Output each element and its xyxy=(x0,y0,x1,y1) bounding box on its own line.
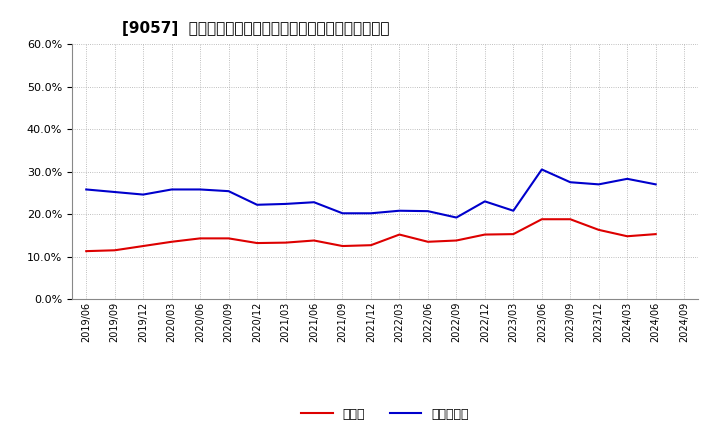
有利子負債 xyxy=(196,187,204,192)
有利子負債 xyxy=(167,187,176,192)
現須金 xyxy=(480,232,489,237)
現須金 xyxy=(452,238,461,243)
有利子負債 xyxy=(423,209,432,214)
現須金 xyxy=(310,238,318,243)
現須金 xyxy=(196,236,204,241)
現須金 xyxy=(82,249,91,254)
有利子負債 xyxy=(452,215,461,220)
有利子負債 xyxy=(509,208,518,213)
現須金 xyxy=(395,232,404,237)
現須金 xyxy=(566,216,575,222)
有利子負債 xyxy=(395,208,404,213)
有利子負債 xyxy=(82,187,91,192)
現須金 xyxy=(282,240,290,245)
有利子負債 xyxy=(595,182,603,187)
有利子負債 xyxy=(652,182,660,187)
Line: 有利子負債: 有利子負債 xyxy=(86,169,656,217)
有利子負債 xyxy=(225,188,233,194)
有利子負債 xyxy=(623,176,631,181)
現須金 xyxy=(652,231,660,237)
有利子負債 xyxy=(480,199,489,204)
現須金 xyxy=(537,216,546,222)
現須金 xyxy=(110,248,119,253)
Legend: 現須金, 有利子負債: 現須金, 有利子負債 xyxy=(297,403,474,425)
現須金 xyxy=(139,243,148,249)
現須金 xyxy=(167,239,176,245)
現須金 xyxy=(595,227,603,232)
有利子負債 xyxy=(253,202,261,207)
Line: 現須金: 現須金 xyxy=(86,219,656,251)
有利子負債 xyxy=(110,189,119,194)
現須金 xyxy=(366,242,375,248)
現須金 xyxy=(423,239,432,245)
有利子負債 xyxy=(139,192,148,197)
有利子負債 xyxy=(566,180,575,185)
有利子負債 xyxy=(310,200,318,205)
現須金 xyxy=(338,243,347,249)
有利子負債 xyxy=(537,167,546,172)
現須金 xyxy=(623,234,631,239)
有利子負債 xyxy=(338,211,347,216)
現須金 xyxy=(509,231,518,237)
有利子負債 xyxy=(282,201,290,206)
Text: [9057]  現須金、有利子負債の総資産に対する比率の推移: [9057] 現須金、有利子負債の総資産に対する比率の推移 xyxy=(122,21,390,36)
現須金 xyxy=(225,236,233,241)
現須金 xyxy=(253,240,261,246)
有利子負債 xyxy=(366,211,375,216)
